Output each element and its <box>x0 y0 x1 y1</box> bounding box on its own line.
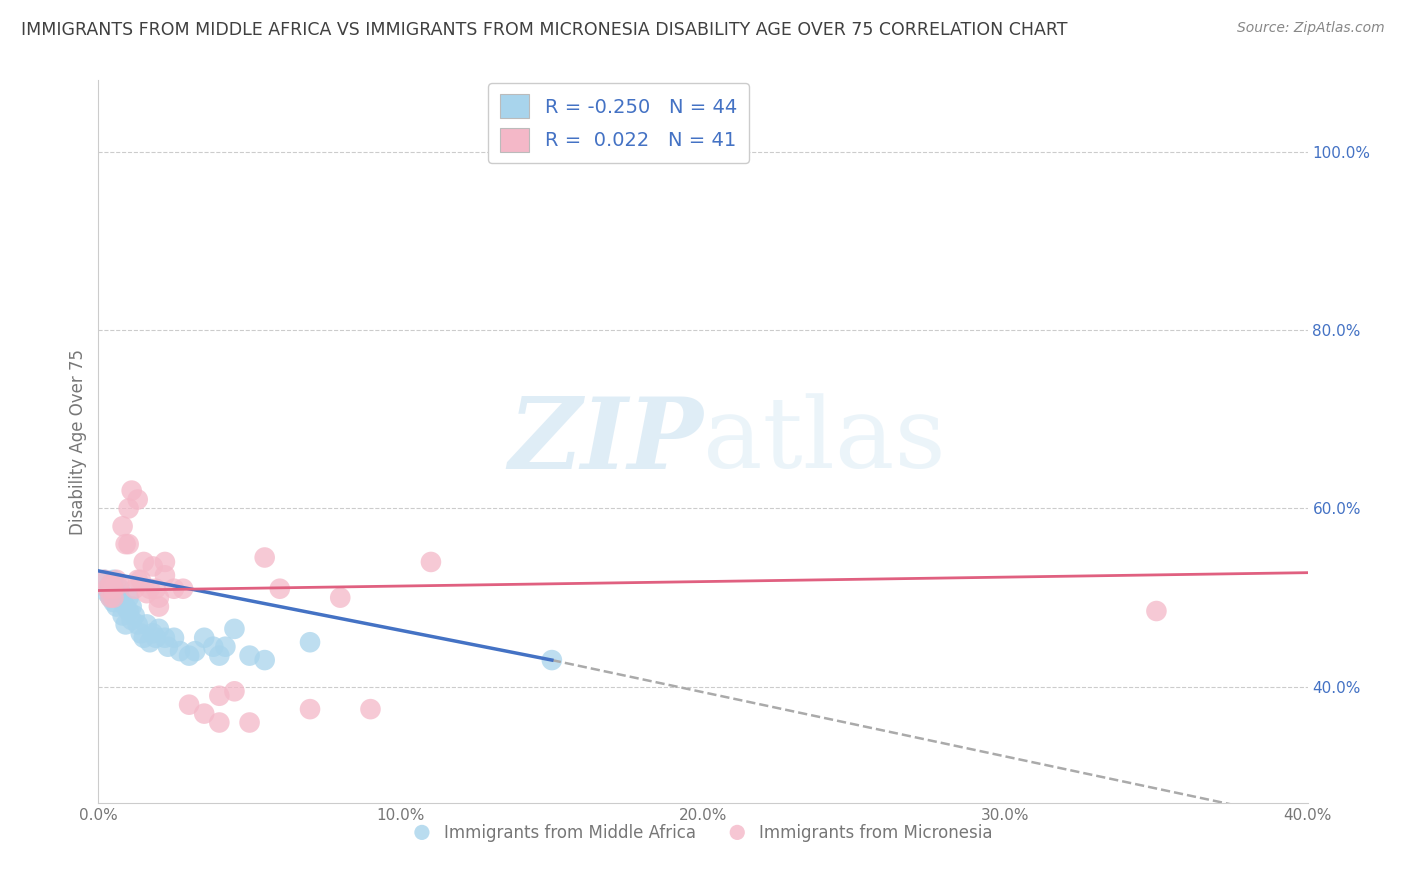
Point <box>108 591 131 605</box>
Y-axis label: Disability Age Over 75: Disability Age Over 75 <box>69 349 87 534</box>
Point <box>132 631 155 645</box>
Point <box>105 573 128 587</box>
Point <box>299 635 322 649</box>
Point <box>96 586 118 600</box>
Point <box>153 631 176 645</box>
Point <box>208 715 231 730</box>
Point <box>103 582 125 596</box>
Point <box>139 582 162 596</box>
Point <box>135 586 157 600</box>
Point <box>269 582 291 596</box>
Text: atlas: atlas <box>703 393 946 490</box>
Point <box>163 631 186 645</box>
Point <box>299 702 322 716</box>
Point <box>360 702 382 716</box>
Point <box>114 617 136 632</box>
Point <box>1144 604 1167 618</box>
Point <box>156 640 179 654</box>
Point <box>420 555 443 569</box>
Point <box>105 586 128 600</box>
Point <box>139 635 162 649</box>
Point <box>100 577 122 591</box>
Point <box>124 582 146 596</box>
Point <box>114 599 136 614</box>
Point <box>148 599 170 614</box>
Point <box>153 555 176 569</box>
Point <box>121 483 143 498</box>
Point <box>100 591 122 605</box>
Point <box>121 599 143 614</box>
Point <box>93 573 115 587</box>
Point <box>208 689 231 703</box>
Point <box>127 573 149 587</box>
Point <box>169 644 191 658</box>
Point <box>111 595 134 609</box>
Point <box>148 591 170 605</box>
Point <box>124 608 146 623</box>
Point <box>145 582 167 596</box>
Point <box>103 582 125 596</box>
Point <box>118 537 141 551</box>
Point <box>193 631 215 645</box>
Point <box>96 582 118 596</box>
Point <box>179 648 201 663</box>
Text: ZIP: ZIP <box>508 393 703 490</box>
Point <box>118 604 141 618</box>
Point <box>100 577 122 591</box>
Point <box>142 559 165 574</box>
Point <box>142 626 165 640</box>
Point <box>129 626 152 640</box>
Point <box>129 573 152 587</box>
Point <box>118 591 141 605</box>
Point <box>114 537 136 551</box>
Point <box>127 492 149 507</box>
Point <box>253 653 276 667</box>
Point <box>111 519 134 533</box>
Point <box>118 501 141 516</box>
Point <box>132 555 155 569</box>
Point <box>145 631 167 645</box>
Point <box>96 582 118 596</box>
Point <box>214 640 236 654</box>
Point <box>111 608 134 623</box>
Point <box>105 599 128 614</box>
Point <box>108 577 131 591</box>
Point <box>148 622 170 636</box>
Point <box>93 573 115 587</box>
Point <box>108 582 131 596</box>
Point <box>100 591 122 605</box>
Point <box>103 595 125 609</box>
Point <box>184 644 207 658</box>
Point <box>224 622 246 636</box>
Point <box>239 648 262 663</box>
Point <box>103 573 125 587</box>
Point <box>103 591 125 605</box>
Point <box>224 684 246 698</box>
Point <box>253 550 276 565</box>
Point <box>208 648 231 663</box>
Point <box>172 582 194 596</box>
Point <box>179 698 201 712</box>
Point <box>540 653 562 667</box>
Point <box>202 640 225 654</box>
Text: Source: ZipAtlas.com: Source: ZipAtlas.com <box>1237 21 1385 35</box>
Legend: Immigrants from Middle Africa, Immigrants from Micronesia: Immigrants from Middle Africa, Immigrant… <box>406 817 1000 848</box>
Text: IMMIGRANTS FROM MIDDLE AFRICA VS IMMIGRANTS FROM MICRONESIA DISABILITY AGE OVER : IMMIGRANTS FROM MIDDLE AFRICA VS IMMIGRA… <box>21 21 1067 38</box>
Point <box>239 715 262 730</box>
Point <box>193 706 215 721</box>
Point <box>329 591 352 605</box>
Point <box>153 568 176 582</box>
Point <box>127 617 149 632</box>
Point <box>121 613 143 627</box>
Point <box>163 582 186 596</box>
Point <box>135 617 157 632</box>
